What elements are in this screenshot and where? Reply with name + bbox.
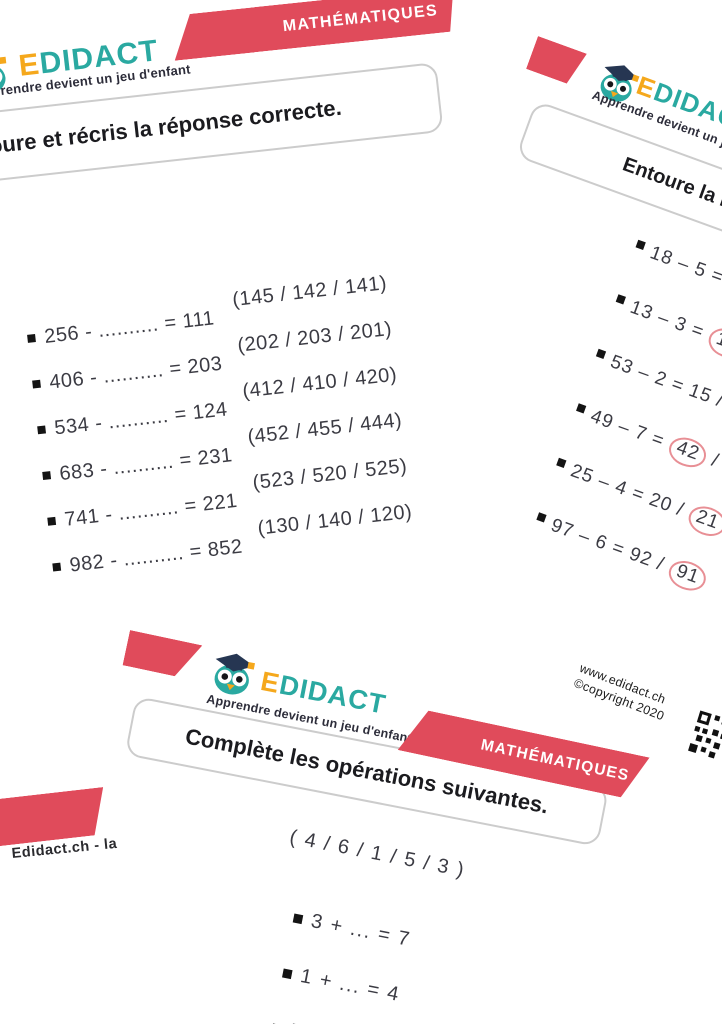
bullet-square-icon bbox=[556, 457, 567, 468]
decor-red-shape bbox=[123, 630, 203, 681]
equation-text: 534 - .......... = 124 bbox=[53, 397, 229, 439]
bullet-square-icon bbox=[27, 334, 36, 343]
worksheet-title: Entoure la b bbox=[619, 152, 722, 214]
answer-options-text: (145 / 142 / 141) bbox=[231, 272, 389, 312]
exercise-list: 3 + ... = 7 1 + ... = 4 5 + ... bbox=[267, 890, 535, 1024]
subject-badge: MATHÉMATIQUES bbox=[170, 0, 458, 61]
qr-code-icon bbox=[684, 708, 722, 767]
bullet-square-icon bbox=[32, 379, 41, 389]
bullet-square-icon bbox=[42, 471, 52, 481]
equation-text: 256 - .......... = 111 bbox=[43, 306, 216, 348]
bullet-square-icon bbox=[292, 913, 304, 924]
bullet-square-icon bbox=[615, 294, 626, 305]
bullet-square-icon bbox=[536, 512, 547, 523]
site-credit: www.edidact.ch ©copyright 2020 bbox=[571, 660, 672, 725]
bullet-square-icon bbox=[52, 562, 62, 572]
equation-text: 982 - .......... = 852 bbox=[68, 535, 244, 577]
equation-text: 5 + ... bbox=[288, 1020, 352, 1024]
bullet-square-icon bbox=[595, 348, 607, 359]
bullet-square-icon bbox=[635, 239, 646, 250]
owl-logo-icon bbox=[588, 54, 647, 114]
bullet-square-icon bbox=[282, 968, 293, 979]
equation-text: 3 + ... = 7 bbox=[309, 909, 413, 951]
equation-text: 1 + ... = 4 bbox=[298, 964, 402, 1006]
equation-text: 741 - .......... = 221 bbox=[63, 489, 239, 531]
decor-red-shape bbox=[526, 36, 587, 87]
worksheet-title: Entoure et récris la réponse correcte. bbox=[0, 94, 343, 163]
equation-text: 683 - .......... = 231 bbox=[58, 443, 234, 485]
equation-text: 18 – 5 = 13 bbox=[647, 242, 722, 289]
owl-logo-icon bbox=[203, 645, 262, 705]
choices-line: ( 4 / 6 / 1 / 5 / 3 ) bbox=[287, 826, 467, 882]
equation-text: 406 - .......... = 203 bbox=[48, 352, 224, 394]
subject-badge-label: MATHÉMATIQUES bbox=[281, 1, 439, 35]
bullet-square-icon bbox=[37, 425, 47, 435]
exercise-list: 256 - .......... = 111 (145 / 142 / 141)… bbox=[25, 268, 493, 591]
owl-logo-icon bbox=[0, 46, 15, 102]
bullet-square-icon bbox=[47, 516, 57, 526]
exercise-list: 18 – 5 = 13 13 – 3 = 11 / 10 53 – 2 = 15… bbox=[521, 235, 722, 651]
bullet-square-icon bbox=[576, 403, 587, 414]
